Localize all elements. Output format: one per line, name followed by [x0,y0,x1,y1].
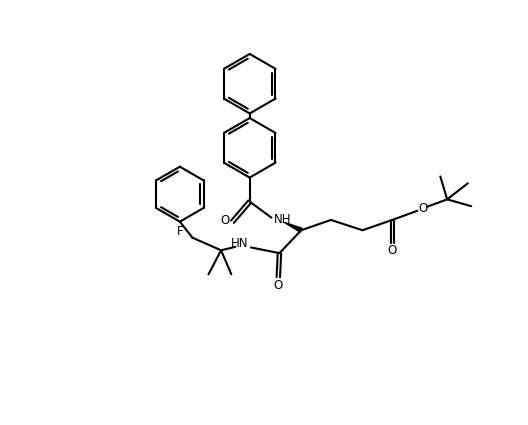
Text: O: O [274,279,283,292]
Text: NH: NH [274,213,291,227]
Text: HN: HN [231,237,248,250]
Polygon shape [284,222,302,232]
Text: O: O [419,202,428,215]
Text: O: O [388,244,397,258]
Text: O: O [221,214,230,227]
Text: F: F [176,226,183,238]
